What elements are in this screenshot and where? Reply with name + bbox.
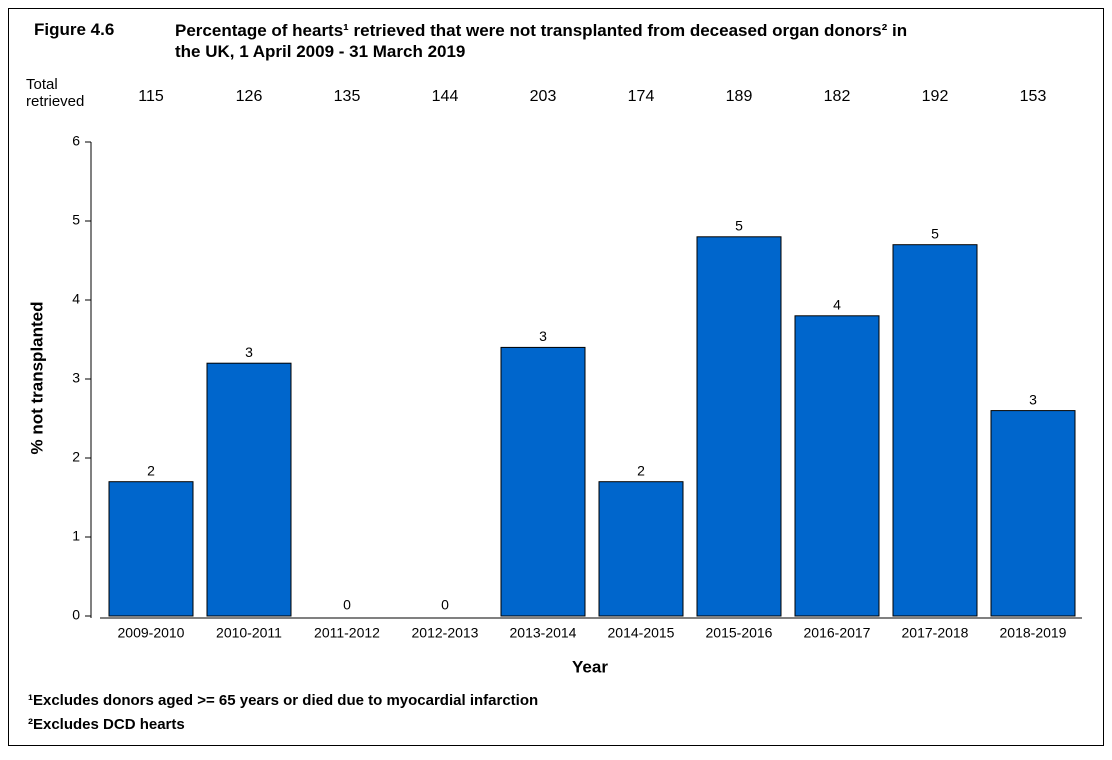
total-label: 174 xyxy=(628,88,655,105)
bar xyxy=(990,410,1076,617)
total-label: 189 xyxy=(726,88,753,105)
total-label: 192 xyxy=(922,88,949,105)
bar xyxy=(598,481,684,617)
y-tick-label: 1 xyxy=(72,528,80,544)
y-tick-label: 4 xyxy=(72,291,80,307)
bar xyxy=(794,315,880,617)
x-tick-label: 2016-2017 xyxy=(804,625,871,641)
total-label: 182 xyxy=(824,88,851,105)
totals-label: Total retrieved xyxy=(26,76,85,110)
y-tick-label: 5 xyxy=(72,212,80,228)
x-tick-label: 2015-2016 xyxy=(706,625,773,641)
y-tick-label: 0 xyxy=(72,607,80,623)
x-tick-label: 2013-2014 xyxy=(510,625,577,641)
total-label: 144 xyxy=(432,88,459,105)
bar xyxy=(108,481,194,617)
footnote: ¹Excludes donors aged >= 65 years or die… xyxy=(28,692,539,709)
y-tick-label: 2 xyxy=(72,449,80,465)
y-tick-label: 3 xyxy=(72,370,80,386)
x-tick-label: 2014-2015 xyxy=(608,625,675,641)
bar xyxy=(696,236,782,617)
total-label: 135 xyxy=(334,88,361,105)
x-tick-label: 2009-2010 xyxy=(118,625,185,641)
footnote: ²Excludes DCD hearts xyxy=(28,716,185,733)
value-label: 5 xyxy=(931,225,939,241)
x-tick-label: 2017-2018 xyxy=(902,625,969,641)
total-label: 153 xyxy=(1020,88,1047,105)
value-label: 4 xyxy=(833,297,841,313)
value-label: 2 xyxy=(147,462,155,478)
chart-title: Percentage of hearts¹ retrieved that wer… xyxy=(175,21,908,61)
value-label: 3 xyxy=(245,344,253,360)
value-label: 0 xyxy=(441,597,449,613)
bar xyxy=(892,244,978,617)
bar xyxy=(206,362,292,617)
y-tick-label: 6 xyxy=(72,133,80,149)
x-tick-label: 2010-2011 xyxy=(216,625,282,641)
value-label: 2 xyxy=(637,462,645,478)
total-label: 203 xyxy=(530,88,557,105)
x-axis-label: Year xyxy=(572,657,608,676)
value-label: 3 xyxy=(539,328,547,344)
figure-label: Figure 4.6 xyxy=(34,20,115,39)
value-label: 3 xyxy=(1029,391,1037,407)
frame xyxy=(8,8,1104,746)
x-tick-label: 2011-2012 xyxy=(314,625,380,641)
y-axis-label: % not transplanted xyxy=(27,301,46,454)
total-label: 115 xyxy=(138,88,164,105)
total-label: 126 xyxy=(236,88,263,105)
value-label: 5 xyxy=(735,218,743,234)
x-tick-label: 2012-2013 xyxy=(412,625,479,641)
value-label: 0 xyxy=(343,597,351,613)
bar xyxy=(500,346,586,617)
x-tick-label: 2018-2019 xyxy=(1000,625,1067,641)
